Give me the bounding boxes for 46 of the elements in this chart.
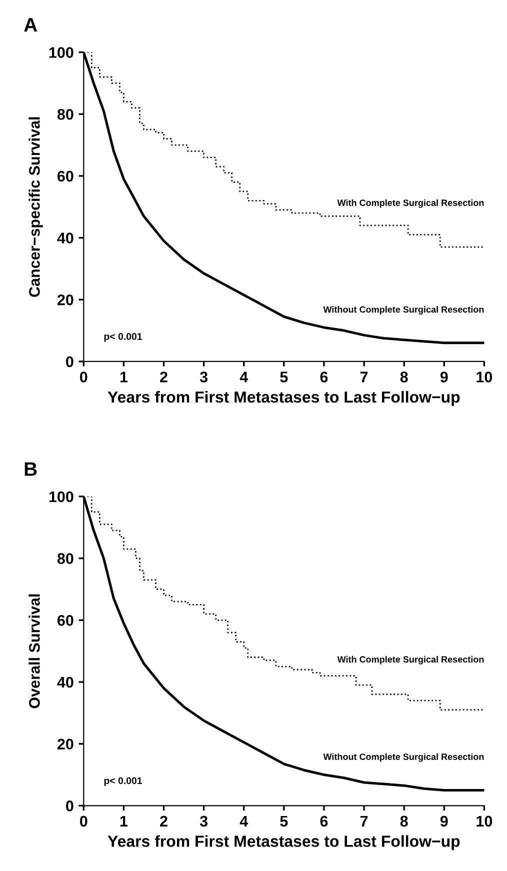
annotation: p< 0.001 [104, 777, 142, 786]
x-tick-label: 9 [440, 816, 448, 827]
y-axis-title: Overall Survival [28, 594, 40, 708]
x-tick-label: 2 [160, 816, 168, 826]
x-tick-label: 3 [200, 816, 208, 827]
y-tick-label: 20 [57, 738, 74, 750]
y-tick-label: 40 [57, 232, 74, 244]
x-tick-label: 2 [160, 372, 168, 382]
series-label: With Complete Surgical Resection [337, 656, 484, 664]
x-tick-label: 3 [200, 372, 208, 382]
x-tick-label: 0 [80, 372, 88, 382]
x-tick-label: 1 [120, 372, 128, 382]
y-tick-label: 20 [57, 294, 74, 306]
x-tick-label: 10 [476, 372, 492, 382]
annotation: p< 0.001 [104, 333, 142, 342]
x-tick-label: 5 [280, 816, 288, 827]
y-tick-label: 40 [57, 676, 74, 688]
x-axis-title: Years from First Metastases to Last Follow−up [108, 835, 460, 850]
y-tick-label: 0 [66, 800, 74, 812]
x-tick-label: 6 [320, 372, 328, 382]
x-axis-title: Years from First Metastases to Last Follow−up [108, 390, 460, 406]
y-tick-label: 100 [49, 47, 74, 58]
series-label: With Complete Surgical Resection [337, 199, 484, 208]
y-tick-label: 80 [57, 553, 74, 564]
x-tick-label: 5 [280, 372, 288, 382]
series-label: Without Complete Surgical Resection [323, 306, 484, 314]
x-tick-label: 4 [240, 372, 248, 382]
y-tick-label: 100 [49, 491, 74, 502]
x-tick-label: 0 [80, 816, 88, 827]
x-tick-label: 7 [360, 816, 368, 826]
y-tick-label: 60 [58, 615, 74, 626]
x-tick-label: 6 [320, 816, 328, 827]
x-tick-label: 7 [360, 372, 368, 382]
y-tick-label: 0 [66, 356, 74, 368]
chart-title: B [24, 462, 37, 476]
chart-title: A [24, 18, 38, 32]
y-axis-title: Cancer−specific Survival [28, 117, 43, 297]
x-tick-label: 1 [120, 816, 128, 826]
x-tick-label: 4 [240, 816, 248, 826]
x-tick-label: 8 [400, 816, 408, 827]
series-label: Without Complete Surgical Resection [323, 753, 484, 762]
y-tick-label: 60 [58, 170, 74, 182]
x-tick-label: 9 [440, 372, 448, 382]
x-tick-label: 8 [400, 372, 408, 382]
x-tick-label: 10 [476, 816, 492, 827]
y-tick-label: 80 [57, 108, 74, 120]
